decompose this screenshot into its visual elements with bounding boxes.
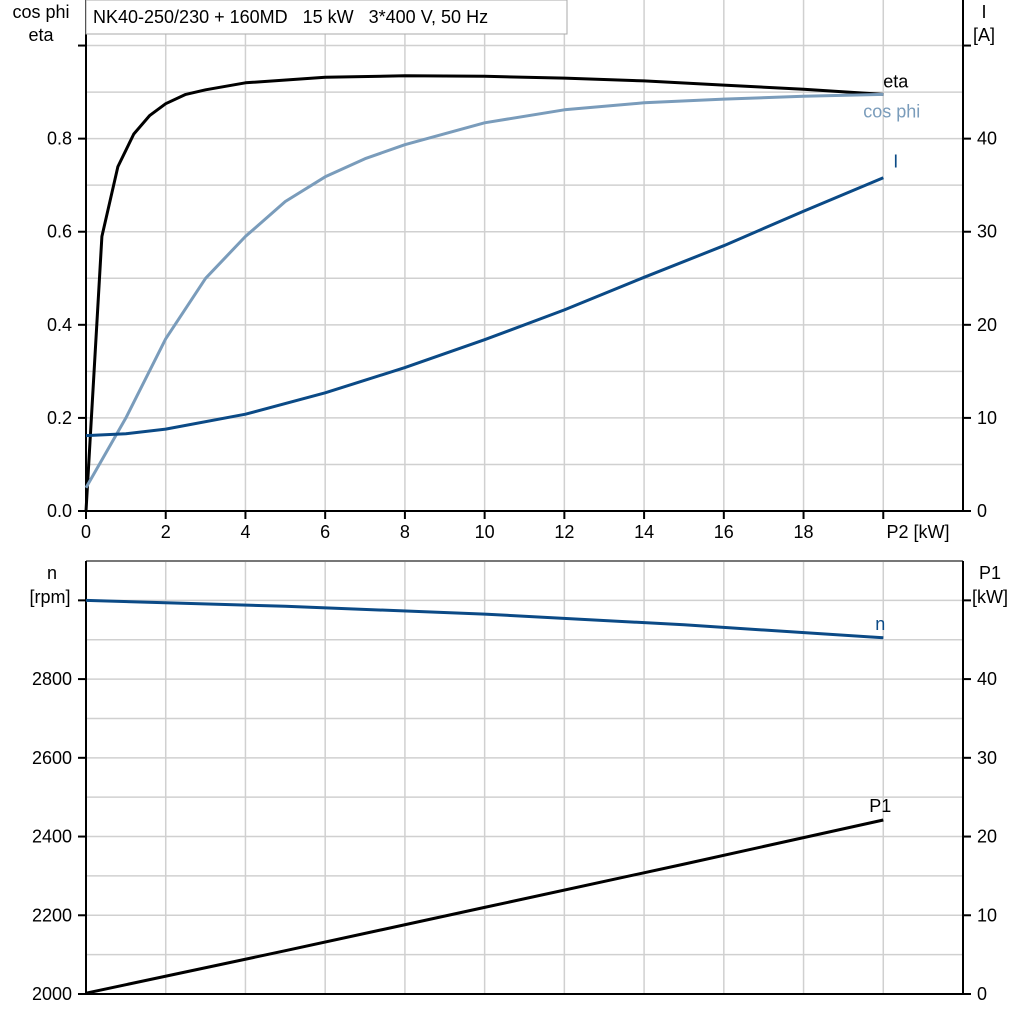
top-left-tick-label: 0.8 [47, 129, 72, 149]
bot-left-tick-label: 2600 [32, 748, 72, 768]
title-box [85, 0, 568, 35]
bot-ylabel-right-1: P1 [979, 563, 1001, 583]
series-I-line [85, 176, 884, 438]
x-tick-label: 14 [634, 522, 654, 542]
x-tick-label: 8 [400, 522, 410, 542]
x-tick-label: 10 [475, 522, 495, 542]
top-left-tick-label: 0.6 [47, 222, 72, 242]
top-right-tick-label: 0 [977, 501, 987, 521]
top-right-tick-label: 30 [977, 222, 997, 242]
x-tick-label: 4 [240, 522, 250, 542]
series-n-label: n [875, 614, 885, 634]
series-cos-phi-line [84, 92, 884, 489]
bot-ylabel-left-1: n [47, 563, 57, 583]
x-tick-label: 6 [320, 522, 330, 542]
top-right-tick-label: 20 [977, 315, 997, 335]
series-eta-line [84, 74, 884, 512]
x-tick-label: 2 [161, 522, 171, 542]
series-cos-phi-label: cos phi [863, 101, 920, 121]
bot-right-tick-label: 10 [977, 905, 997, 925]
series-P1-label: P1 [869, 796, 891, 816]
x-tick-label: 0 [81, 522, 91, 542]
bot-left-tick-label: 2400 [32, 827, 72, 847]
bot-left-tick-label: 2000 [32, 984, 72, 1004]
top-left-tick-label: 0.2 [47, 408, 72, 428]
bot-right-tick-label: 20 [977, 827, 997, 847]
bot-right-tick-label: 30 [977, 748, 997, 768]
bot-ylabel-right-2: [kW] [972, 587, 1008, 607]
bot-right-tick-label: 40 [977, 669, 997, 689]
bot-right-tick-label: 0 [977, 984, 987, 1004]
bottom-chart: 2000 2200 2400 2600 2800 0 10 20 30 40 n P1 [32, 560, 997, 1004]
top-ylabel-right-2: [A] [973, 25, 995, 45]
bot-left-tick-label: 2200 [32, 905, 72, 925]
top-ylabel-left-2: eta [28, 25, 54, 45]
x-tick-label: 18 [794, 522, 814, 542]
top-right-tick-label: 40 [977, 129, 997, 149]
top-xlabel: P2 [kW] [886, 522, 949, 542]
series-I-label: I [893, 152, 898, 172]
bot-left-tick-label: 2800 [32, 669, 72, 689]
x-tick-label: 12 [554, 522, 574, 542]
bot-ylabel-left-2: [rpm] [29, 587, 70, 607]
top-chart: 0.0 0.2 0.4 0.6 0.8 0 10 20 30 40 0 2 4 6 8 10 12 14 16 18 e… [47, 0, 997, 542]
top-right-tick-label: 10 [977, 408, 997, 428]
series-P1-line [85, 818, 884, 995]
top-left-tick-label: 0.0 [47, 501, 72, 521]
top-ylabel-right-1: I [981, 2, 986, 22]
chart-title: NK40-250/230 + 160MD 15 kW 3*400 V, 50 H… [93, 7, 488, 27]
x-tick-label: 16 [714, 522, 734, 542]
top-left-tick-label: 0.4 [47, 315, 72, 335]
top-ylabel-left-1: cos phi [12, 2, 69, 22]
series-n-line [85, 598, 884, 640]
series-eta-label: eta [883, 71, 909, 91]
